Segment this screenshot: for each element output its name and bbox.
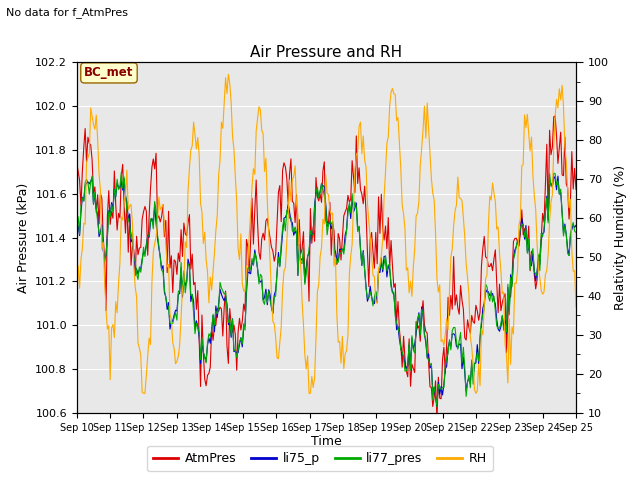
Y-axis label: Relativity Humidity (%): Relativity Humidity (%) — [614, 165, 627, 310]
X-axis label: Time: Time — [311, 435, 342, 448]
Legend: AtmPres, li75_p, li77_pres, RH: AtmPres, li75_p, li77_pres, RH — [147, 446, 493, 471]
Title: Air Pressure and RH: Air Pressure and RH — [250, 45, 403, 60]
Y-axis label: Air Pressure (kPa): Air Pressure (kPa) — [17, 182, 29, 293]
Text: BC_met: BC_met — [84, 66, 134, 79]
Text: No data for f_AtmPres: No data for f_AtmPres — [6, 7, 129, 18]
